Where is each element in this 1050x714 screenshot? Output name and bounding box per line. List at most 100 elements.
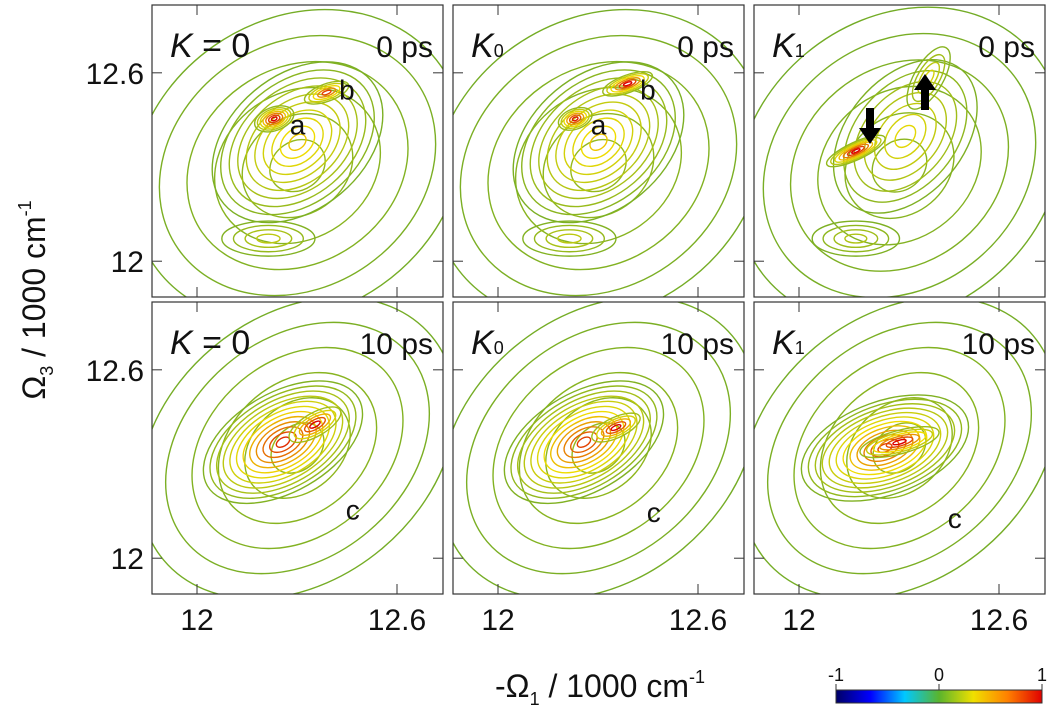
contour-line	[186, 60, 409, 271]
x-tick-label: 12	[481, 604, 514, 637]
panel-frame	[452, 4, 745, 298]
contour-line	[312, 85, 341, 101]
panel: K1 0 ps	[753, 4, 1046, 298]
contour-line	[512, 61, 685, 224]
contour-line	[835, 416, 935, 480]
contour-line	[516, 390, 651, 494]
contour-line	[817, 85, 982, 246]
contour-line	[557, 233, 582, 244]
contours	[453, 8, 744, 297]
contour-line	[563, 426, 605, 459]
contour-line	[244, 397, 351, 499]
label-sub: 3	[37, 366, 57, 376]
panel: 12 12.6 K0 10 ps c	[452, 301, 745, 637]
contour-line	[229, 400, 337, 484]
contour-line	[863, 91, 948, 181]
contour-line	[614, 77, 641, 91]
contour-line	[538, 85, 659, 200]
contour-line	[202, 380, 364, 505]
contour-line	[572, 117, 625, 168]
y-label: Ω3 / 1000 cm-1	[15, 200, 57, 399]
contour-line	[529, 77, 668, 208]
contour-line	[591, 412, 641, 443]
contour-line	[814, 403, 956, 493]
contour-line	[265, 112, 284, 126]
contour-line	[580, 125, 617, 160]
panel-label: K1	[772, 27, 805, 65]
y-tick-label: 12.6	[86, 58, 144, 91]
contour-line	[267, 114, 281, 124]
contour-line	[303, 416, 327, 433]
panel-label-text: = 0	[193, 27, 251, 65]
contour-line	[545, 397, 652, 499]
panel-label-symbol: K	[471, 324, 495, 362]
contour-line	[606, 73, 649, 95]
contour-line	[270, 116, 278, 122]
contour-line	[249, 415, 317, 469]
contour-line	[766, 321, 1033, 575]
annotation: a	[290, 110, 306, 141]
contour-line	[605, 421, 627, 435]
contour-line	[618, 79, 637, 89]
contour-line	[622, 81, 633, 87]
colorbar	[835, 689, 1043, 704]
contour-line	[570, 138, 627, 193]
contour-line	[244, 229, 293, 249]
contour-line	[576, 436, 592, 448]
contour-line	[571, 116, 579, 122]
panel-label: K0	[471, 324, 504, 362]
contour-line	[533, 224, 606, 253]
contour-line	[288, 406, 342, 444]
contour-line	[209, 385, 357, 500]
contour-line	[911, 53, 946, 103]
x-tick-label: 12	[782, 604, 815, 637]
contour-line	[872, 431, 927, 454]
contour-line	[833, 229, 879, 249]
contour-line	[303, 80, 350, 105]
contours	[754, 302, 1045, 594]
contour-line	[800, 394, 970, 502]
contour-line	[242, 410, 324, 474]
contour-line	[906, 46, 951, 110]
label-text: / 1000 cm	[16, 216, 52, 365]
panel-label-sub: 1	[795, 41, 805, 61]
contour-line	[563, 110, 588, 128]
contour-line	[843, 69, 968, 203]
contour-line	[255, 421, 311, 464]
contour-line	[253, 105, 295, 133]
contour-line	[268, 431, 297, 454]
contour-line	[459, 34, 738, 297]
contour-line	[503, 380, 665, 505]
panel-label: K = 0	[170, 324, 250, 362]
contour-line	[279, 125, 316, 160]
panel-frame	[753, 301, 1046, 595]
contour-line	[821, 407, 949, 489]
contour-line	[545, 229, 594, 249]
contour-line	[568, 114, 582, 124]
contours	[152, 8, 443, 297]
contour-line	[754, 6, 1045, 297]
contour-line	[152, 302, 443, 594]
panel-label-symbol: K	[471, 27, 495, 65]
contour-line	[543, 410, 625, 474]
contour-line	[556, 421, 612, 464]
contour-line	[453, 8, 744, 297]
panel-label-symbol: K	[772, 27, 796, 65]
contours	[453, 302, 744, 594]
panel-label-sub: 0	[494, 338, 504, 358]
contour-line	[510, 385, 658, 500]
contour-line	[288, 133, 307, 151]
contour-line	[453, 302, 744, 594]
colorbar-tick-label: 1	[1037, 665, 1047, 685]
annotation: a	[591, 110, 607, 141]
contour-line	[917, 61, 941, 95]
contour-line	[262, 110, 287, 128]
contour-line	[536, 405, 632, 479]
panel-frame	[753, 4, 1046, 298]
panel-label-symbol: K	[170, 324, 194, 362]
panel-time: 0 ps	[978, 31, 1035, 64]
contour-line	[819, 371, 980, 525]
contour-line	[600, 418, 632, 437]
y-tick-label: 12.6	[86, 355, 144, 388]
contour-line	[235, 405, 331, 479]
